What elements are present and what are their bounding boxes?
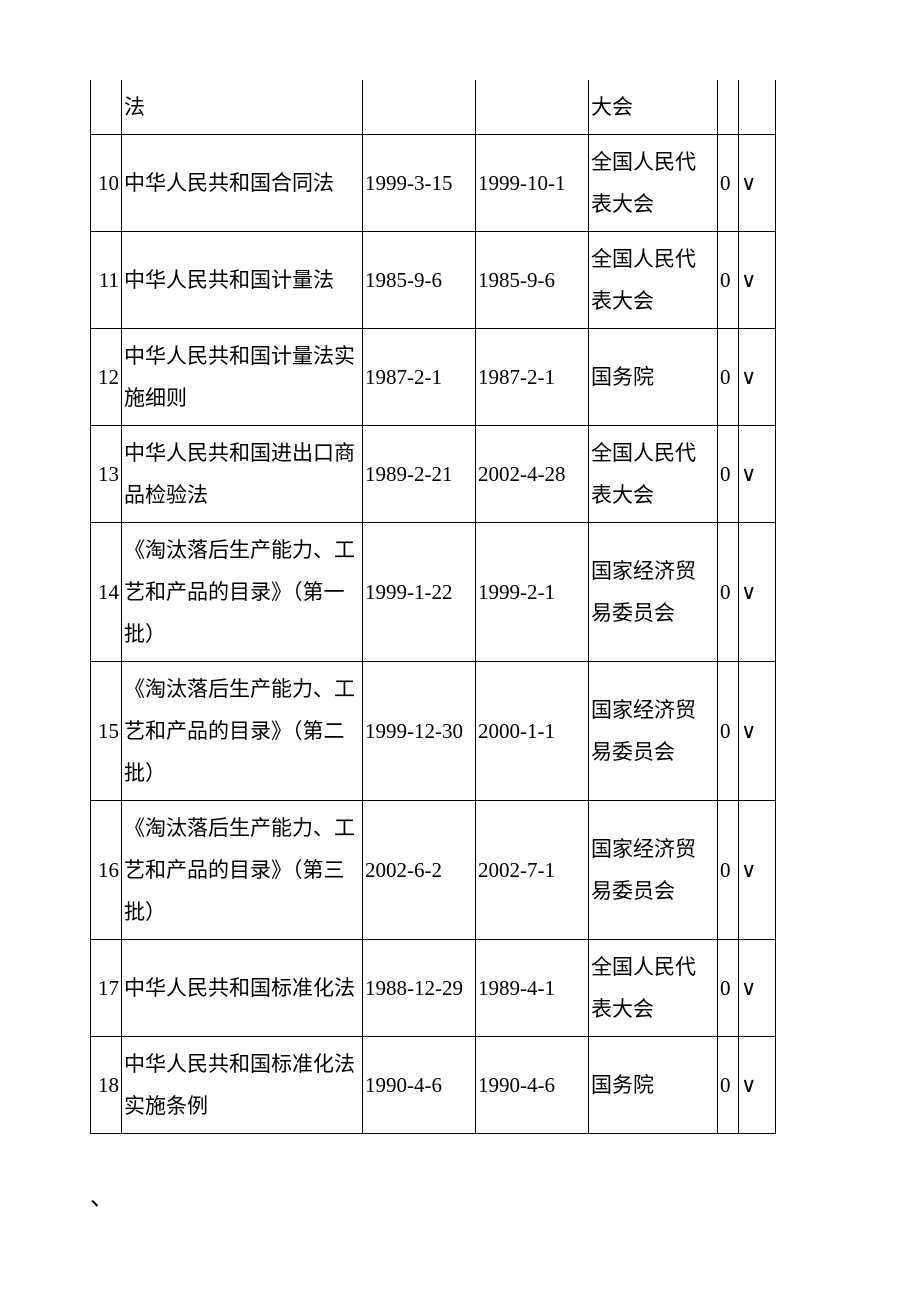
table-row: 13中华人民共和国进出口商品检验法1989-2-212002-4-28全国人民代… xyxy=(91,426,776,523)
cell-index: 16 xyxy=(91,801,122,940)
cell-index: 17 xyxy=(91,940,122,1037)
cell-name: 中华人民共和国标准化法 xyxy=(122,940,363,1037)
cell-check: ∨ xyxy=(739,329,776,426)
table-row: 15《淘汰落后生产能力、工艺和产品的目录》（第二批）1999-12-302000… xyxy=(91,662,776,801)
cell-name: 《淘汰落后生产能力、工艺和产品的目录》（第一批） xyxy=(122,523,363,662)
laws-table-body: 法大会10中华人民共和国合同法1999-3-151999-10-1全国人民代表大… xyxy=(91,80,776,1134)
cell-date1: 1987-2-1 xyxy=(363,329,476,426)
cell-date2: 1999-10-1 xyxy=(476,135,589,232)
cell-org: 全国人民代表大会 xyxy=(589,940,718,1037)
cell-date1: 1999-12-30 xyxy=(363,662,476,801)
document-page: 法大会10中华人民共和国合同法1999-3-151999-10-1全国人民代表大… xyxy=(0,0,920,1302)
cell-check: ∨ xyxy=(739,940,776,1037)
cell-name: 《淘汰落后生产能力、工艺和产品的目录》（第二批） xyxy=(122,662,363,801)
cell-org: 全国人民代表大会 xyxy=(589,232,718,329)
cell-index: 14 xyxy=(91,523,122,662)
cell-index: 18 xyxy=(91,1037,122,1134)
cell-name: 中华人民共和国标准化法实施条例 xyxy=(122,1037,363,1134)
cell-date1: 2002-6-2 xyxy=(363,801,476,940)
cell-index: 13 xyxy=(91,426,122,523)
cell-org: 国家经济贸易委员会 xyxy=(589,523,718,662)
cell-check: ∨ xyxy=(739,232,776,329)
cell-name: 中华人民共和国合同法 xyxy=(122,135,363,232)
cell-zero: 0 xyxy=(718,1037,739,1134)
cell-zero: 0 xyxy=(718,940,739,1037)
cell-date1: 1988-12-29 xyxy=(363,940,476,1037)
cell-name: 中华人民共和国进出口商品检验法 xyxy=(122,426,363,523)
cell-zero: 0 xyxy=(718,426,739,523)
cell-date1: 1990-4-6 xyxy=(363,1037,476,1134)
cell-date2: 2000-1-1 xyxy=(476,662,589,801)
cell-date2: 1987-2-1 xyxy=(476,329,589,426)
table-row: 16《淘汰落后生产能力、工艺和产品的目录》（第三批）2002-6-22002-7… xyxy=(91,801,776,940)
cell-index xyxy=(91,80,122,135)
cell-org: 国家经济贸易委员会 xyxy=(589,662,718,801)
cell-org: 全国人民代表大会 xyxy=(589,426,718,523)
table-row: 10中华人民共和国合同法1999-3-151999-10-1全国人民代表大会0∨ xyxy=(91,135,776,232)
cell-date1: 1985-9-6 xyxy=(363,232,476,329)
cell-date1: 1999-1-22 xyxy=(363,523,476,662)
cell-index: 12 xyxy=(91,329,122,426)
cell-zero: 0 xyxy=(718,523,739,662)
cell-date1: 1989-2-21 xyxy=(363,426,476,523)
cell-name: 中华人民共和国计量法 xyxy=(122,232,363,329)
cell-date2: 2002-7-1 xyxy=(476,801,589,940)
table-row: 14《淘汰落后生产能力、工艺和产品的目录》（第一批）1999-1-221999-… xyxy=(91,523,776,662)
cell-date2: 2002-4-28 xyxy=(476,426,589,523)
table-row: 18中华人民共和国标准化法实施条例1990-4-61990-4-6国务院0∨ xyxy=(91,1037,776,1134)
cell-date1 xyxy=(363,80,476,135)
footer-mark: 、 xyxy=(90,1174,920,1222)
cell-check: ∨ xyxy=(739,523,776,662)
cell-check: ∨ xyxy=(739,1037,776,1134)
cell-date2: 1985-9-6 xyxy=(476,232,589,329)
cell-check: ∨ xyxy=(739,426,776,523)
cell-name: 中华人民共和国计量法实施细则 xyxy=(122,329,363,426)
cell-name: 法 xyxy=(122,80,363,135)
cell-org: 全国人民代表大会 xyxy=(589,135,718,232)
cell-org: 国务院 xyxy=(589,329,718,426)
cell-check: ∨ xyxy=(739,801,776,940)
cell-zero: 0 xyxy=(718,662,739,801)
cell-org: 大会 xyxy=(589,80,718,135)
cell-date2 xyxy=(476,80,589,135)
cell-index: 11 xyxy=(91,232,122,329)
cell-name: 《淘汰落后生产能力、工艺和产品的目录》（第三批） xyxy=(122,801,363,940)
table-row: 17中华人民共和国标准化法1988-12-291989-4-1全国人民代表大会0… xyxy=(91,940,776,1037)
cell-org: 国家经济贸易委员会 xyxy=(589,801,718,940)
cell-date2: 1999-2-1 xyxy=(476,523,589,662)
cell-zero: 0 xyxy=(718,329,739,426)
table-row: 11中华人民共和国计量法1985-9-61985-9-6全国人民代表大会0∨ xyxy=(91,232,776,329)
laws-table: 法大会10中华人民共和国合同法1999-3-151999-10-1全国人民代表大… xyxy=(90,80,776,1134)
cell-date1: 1999-3-15 xyxy=(363,135,476,232)
cell-index: 15 xyxy=(91,662,122,801)
table-row: 12中华人民共和国计量法实施细则1987-2-11987-2-1国务院0∨ xyxy=(91,329,776,426)
cell-zero: 0 xyxy=(718,232,739,329)
cell-zero: 0 xyxy=(718,135,739,232)
cell-zero xyxy=(718,80,739,135)
cell-zero: 0 xyxy=(718,801,739,940)
cell-index: 10 xyxy=(91,135,122,232)
cell-check xyxy=(739,80,776,135)
cell-check: ∨ xyxy=(739,135,776,232)
cell-date2: 1989-4-1 xyxy=(476,940,589,1037)
table-row: 法 大会 xyxy=(91,80,776,135)
cell-check: ∨ xyxy=(739,662,776,801)
cell-date2: 1990-4-6 xyxy=(476,1037,589,1134)
cell-org: 国务院 xyxy=(589,1037,718,1134)
